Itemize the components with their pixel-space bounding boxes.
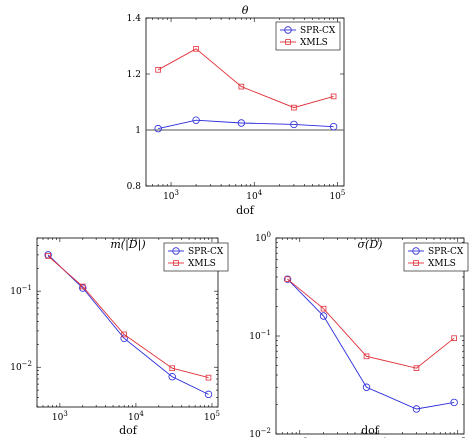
legend-marker (285, 39, 291, 45)
x-axis-label: dof (119, 424, 138, 437)
chart-title: θ (242, 4, 249, 17)
data-point (329, 122, 338, 131)
x-tick-label: 103 (163, 189, 179, 202)
legend-marker (173, 260, 179, 266)
data-point (45, 253, 51, 259)
plot-frame (36, 237, 219, 408)
legend-box (163, 242, 229, 272)
x-axis-label: dof (361, 424, 380, 437)
data-point (283, 275, 292, 283)
y-tick-label: 10−1 (249, 329, 271, 342)
data-point (79, 283, 86, 290)
x-tick-label: 105 (329, 189, 345, 202)
plot-frame (145, 17, 345, 187)
data-point (205, 374, 212, 381)
legend-marker (413, 260, 419, 266)
data-point (284, 276, 291, 282)
data-point (290, 120, 298, 129)
y-tick-label: 100 (255, 231, 271, 244)
data-point (155, 67, 161, 73)
data-point (120, 334, 128, 343)
legend-label: XMLS (300, 38, 328, 48)
data-point (238, 83, 245, 90)
legend-label: XMLS (428, 259, 456, 269)
series-line-spr-cx (158, 119, 334, 130)
legend-label: SPR-CX (300, 26, 336, 36)
x-axis-label: dof (236, 204, 255, 217)
x-tick-label: 103 (52, 410, 68, 423)
data-point (320, 305, 327, 312)
legend-label: SPR-CX (188, 247, 224, 257)
y-tick-label: 1.2 (127, 70, 141, 80)
data-point (168, 373, 176, 381)
data-point (451, 335, 457, 341)
y-tick-label: 10−2 (249, 427, 271, 438)
data-point (193, 46, 199, 52)
x-tick-label: 104 (246, 189, 262, 202)
data-point (237, 119, 246, 127)
y-tick-label: 1 (135, 126, 141, 136)
y-tick-label: 10−1 (10, 284, 32, 297)
series-line-xmls (47, 255, 209, 379)
legend-marker (412, 247, 420, 255)
series-line-xmls (287, 278, 455, 369)
data-point (413, 365, 420, 371)
chart-title: m(|D|) (110, 238, 145, 252)
data-point (363, 353, 370, 360)
data-point (154, 124, 162, 133)
data-point (330, 93, 337, 100)
y-tick-label: 1.4 (127, 14, 142, 24)
legend-marker (172, 247, 180, 255)
legend-label: XMLS (188, 259, 216, 269)
series-line-spr-cx (47, 254, 209, 395)
series-line-spr-cx (287, 278, 455, 410)
legend-marker (284, 26, 292, 34)
data-point (319, 312, 328, 320)
data-point (362, 383, 371, 391)
y-tick-label: 0.8 (127, 182, 142, 192)
chart-theta: θ 103 104 105 0.8 1 1.2 1.4 SPR-CX XMLS dof (127, 4, 346, 217)
data-point (204, 390, 213, 399)
data-point (79, 284, 87, 292)
x-tick-label: 104 (128, 410, 144, 423)
series-line-xmls (157, 48, 334, 109)
y-tick-label: 10−2 (10, 360, 32, 373)
data-point (169, 365, 176, 372)
legend-label: SPR-CX (428, 247, 464, 257)
data-point (412, 405, 421, 413)
chart-mean-abs-d: m(|D|) 103 104 105 10−2 10−1 SPR-CX XMLS dof (10, 237, 229, 437)
chart-title: σ(D) (358, 238, 383, 251)
data-point (121, 331, 127, 338)
data-point (291, 104, 297, 111)
data-point (192, 116, 200, 124)
data-point (450, 398, 458, 407)
x-tick-label: 105 (204, 410, 220, 423)
